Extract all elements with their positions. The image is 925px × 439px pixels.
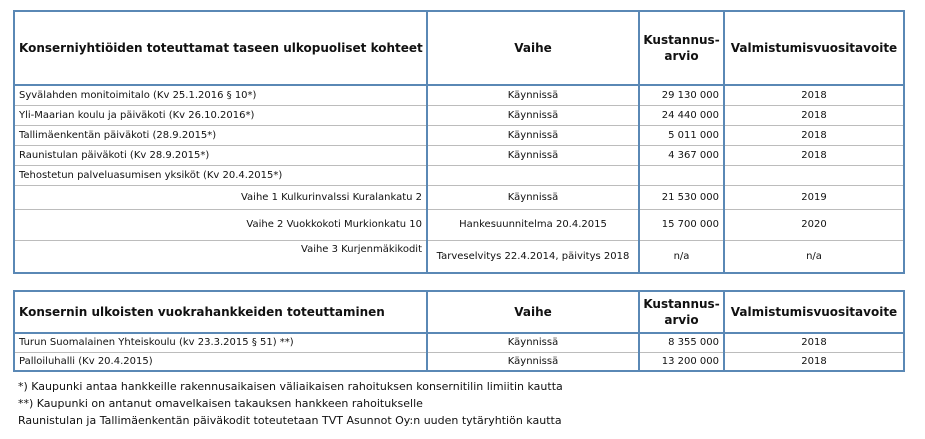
row-year: 2018 — [723, 104, 905, 126]
subrow-item: Vaihe 2 Vuokkokoti Murkionkatu 10 — [13, 208, 428, 241]
subrow-phase: Hankesuunnitelma 20.4.2015 — [426, 208, 640, 241]
footnote: *) Kaupunki antaa hankkeille rakennusaik… — [18, 380, 563, 393]
footnotes: *) Kaupunki antaa hankkeille rakennusaik… — [18, 378, 563, 429]
subrow-year: 2020 — [723, 208, 905, 241]
row-year: 2018 — [723, 124, 905, 146]
table-subrow: Vaihe 3 Kurjenmäkikodit Tarveselvitys 22… — [13, 239, 905, 274]
row-year: 2018 — [723, 332, 905, 353]
subrow-phase: Käynnissä — [426, 184, 640, 210]
external-lease-projects-table: Konsernin ulkoisten vuokrahankkeiden tot… — [13, 290, 905, 372]
footnote: **) Kaupunki on antanut omavelkaisen tak… — [18, 397, 423, 410]
row-year: 2018 — [723, 84, 905, 106]
column-header-target-year: Valmistumisvuositavoite — [723, 10, 905, 86]
table-row: Turun Suomalainen Yhteiskoulu (kv 23.3.2… — [13, 332, 905, 353]
subrow-year: n/a — [723, 239, 905, 274]
subrow-year: 2019 — [723, 184, 905, 210]
row-cost: 13 200 000 — [638, 351, 725, 372]
row-cost: 8 355 000 — [638, 332, 725, 353]
row-year — [723, 164, 905, 186]
cost-header-line2: arvio — [664, 49, 699, 63]
row-item: Tehostetun palveluasumisen yksiköt (Kv 2… — [13, 164, 428, 186]
footnote: Raunistulan ja Tallimäenkentän päiväkodi… — [18, 414, 562, 427]
table-header-row: Konserniyhtiöiden toteuttamat taseen ulk… — [13, 10, 905, 86]
row-item: Turun Suomalainen Yhteiskoulu (kv 23.3.2… — [13, 332, 428, 353]
row-phase: Käynnissä — [426, 104, 640, 126]
row-year: 2018 — [723, 144, 905, 166]
off-balance-projects-table: Konserniyhtiöiden toteuttamat taseen ulk… — [13, 10, 905, 274]
subrow-phase: Tarveselvitys 22.4.2014, päivitys 2018 — [426, 239, 640, 274]
row-phase — [426, 164, 640, 186]
row-cost: 4 367 000 — [638, 144, 725, 166]
column-header-phase: Vaihe — [426, 10, 640, 86]
subrow-item: Vaihe 3 Kurjenmäkikodit — [13, 239, 428, 274]
subrow-cost: 21 530 000 — [638, 184, 725, 210]
column-header-target-year: Valmistumisvuositavoite — [723, 290, 905, 334]
table-row: Raunistulan päiväkoti (Kv 28.9.2015*) Kä… — [13, 144, 905, 166]
subrow-cost: n/a — [638, 239, 725, 274]
row-cost: 29 130 000 — [638, 84, 725, 106]
table-row: Syvälahden monitoimitalo (Kv 25.1.2016 §… — [13, 84, 905, 106]
row-item: Syvälahden monitoimitalo (Kv 25.1.2016 §… — [13, 84, 428, 106]
column-header-item: Konsernin ulkoisten vuokrahankkeiden tot… — [13, 290, 428, 334]
row-item: Raunistulan päiväkoti (Kv 28.9.2015*) — [13, 144, 428, 166]
row-cost: 24 440 000 — [638, 104, 725, 126]
row-item: Palloiluhalli (Kv 20.4.2015) — [13, 351, 428, 372]
row-item: Tallimäenkentän päiväkoti (28.9.2015*) — [13, 124, 428, 146]
table-row: Palloiluhalli (Kv 20.4.2015) Käynnissä 1… — [13, 351, 905, 372]
cost-header-line2: arvio — [664, 313, 699, 327]
row-cost — [638, 164, 725, 186]
column-header-item: Konserniyhtiöiden toteuttamat taseen ulk… — [13, 10, 428, 86]
row-year: 2018 — [723, 351, 905, 372]
column-header-cost: Kustannus- arvio — [638, 290, 725, 334]
table-subrow: Vaihe 2 Vuokkokoti Murkionkatu 10 Hankes… — [13, 208, 905, 241]
subrow-item: Vaihe 1 Kulkurinvalssi Kuralankatu 2 — [13, 184, 428, 210]
table-subrow: Vaihe 1 Kulkurinvalssi Kuralankatu 2 Käy… — [13, 184, 905, 210]
row-phase: Käynnissä — [426, 332, 640, 353]
row-phase: Käynnissä — [426, 351, 640, 372]
row-item: Yli-Maarian koulu ja päiväkoti (Kv 26.10… — [13, 104, 428, 126]
table-row: Tehostetun palveluasumisen yksiköt (Kv 2… — [13, 164, 905, 186]
row-cost: 5 011 000 — [638, 124, 725, 146]
row-phase: Käynnissä — [426, 144, 640, 166]
row-phase: Käynnissä — [426, 124, 640, 146]
table-row: Tallimäenkentän päiväkoti (28.9.2015*) K… — [13, 124, 905, 146]
cost-header-line1: Kustannus- — [643, 33, 720, 47]
subrow-cost: 15 700 000 — [638, 208, 725, 241]
cost-header-line1: Kustannus- — [643, 297, 720, 311]
table-header-row: Konsernin ulkoisten vuokrahankkeiden tot… — [13, 290, 905, 334]
table-row: Yli-Maarian koulu ja päiväkoti (Kv 26.10… — [13, 104, 905, 126]
column-header-cost: Kustannus- arvio — [638, 10, 725, 86]
row-phase: Käynnissä — [426, 84, 640, 106]
column-header-phase: Vaihe — [426, 290, 640, 334]
